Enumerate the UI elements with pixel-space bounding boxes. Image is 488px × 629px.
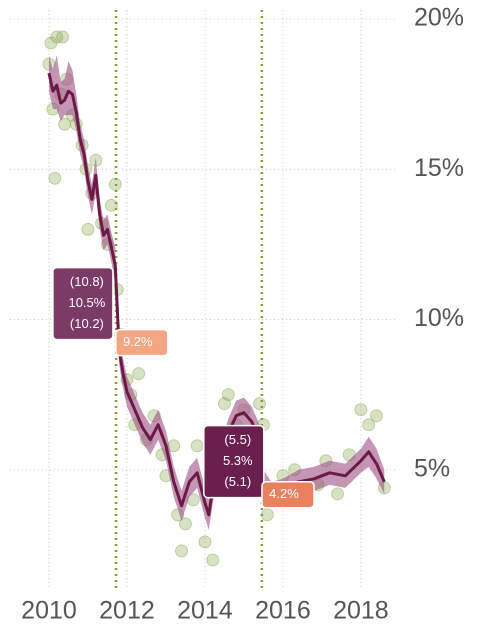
scatter-point — [108, 177, 122, 191]
annotation: (10.8) 10.5% (10.2) — [52, 266, 114, 341]
scatter-point — [50, 30, 64, 44]
scatter-point — [221, 388, 235, 402]
scatter-point — [217, 397, 231, 411]
annotation-label: 10.5% — [68, 295, 105, 310]
x-tick-label: 2018 — [333, 597, 389, 625]
scatter-point — [260, 508, 274, 522]
annotation-label: (5.5) — [224, 432, 251, 447]
scatter-point — [175, 544, 189, 558]
annotation: 9.2% — [115, 328, 169, 357]
x-tick-label: 2010 — [21, 597, 77, 625]
scatter-point — [206, 553, 220, 567]
y-tick-label: 5% — [414, 454, 450, 482]
annotation-box — [115, 328, 169, 357]
y-tick-label: 15% — [414, 154, 464, 182]
annotation-box — [52, 266, 114, 341]
annotation-label: 5.3% — [223, 453, 253, 468]
annotation: 4.2% — [261, 480, 315, 509]
scatter-point — [44, 36, 58, 50]
annotation-label: (10.8) — [70, 274, 104, 289]
y-tick-label: 10% — [414, 304, 464, 332]
scatter-point — [178, 517, 192, 531]
x-tick-label: 2016 — [255, 597, 311, 625]
scatter-point — [253, 397, 267, 411]
scatter-point — [354, 403, 368, 417]
scatter-point — [81, 222, 95, 236]
y-tick-label: 20% — [414, 4, 464, 32]
annotation: (5.5) 5.3% (5.1) — [203, 424, 265, 499]
x-tick-label: 2014 — [177, 597, 233, 625]
scatter-point — [58, 117, 72, 131]
scatter-point — [48, 171, 62, 185]
scatter-point — [132, 367, 146, 381]
scatter-point — [104, 198, 118, 212]
scatter-point — [198, 535, 212, 549]
scatter-point — [370, 409, 384, 423]
scatter-point — [56, 30, 70, 44]
annotation-label: (10.2) — [70, 316, 104, 331]
annotation-label: (5.1) — [224, 474, 251, 489]
annotation-box — [261, 480, 315, 509]
scatter-point — [331, 487, 345, 501]
x-tick-label: 2012 — [99, 597, 155, 625]
scatter-point — [190, 439, 204, 453]
annotation-label: 4.2% — [269, 486, 299, 501]
annotation-label: 9.2% — [123, 334, 153, 349]
confidence-band — [48, 55, 385, 530]
scatter-point — [362, 418, 376, 432]
annotation-box — [203, 424, 265, 499]
